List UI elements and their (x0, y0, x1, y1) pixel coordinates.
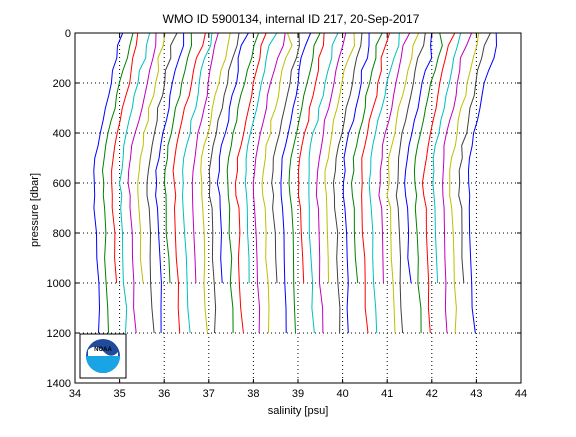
profile-line (386, 32, 420, 334)
x-tick-label: 34 (69, 388, 81, 400)
y-axis-label: pressure [dbar] (29, 173, 41, 247)
profile-line (297, 32, 325, 284)
logo-wave (86, 356, 120, 373)
profile-line (413, 32, 443, 334)
profile-line (404, 32, 433, 284)
x-tick-label: 44 (515, 388, 527, 400)
x-tick-label: 37 (203, 388, 215, 400)
y-tick-label: 0 (65, 28, 71, 40)
profile-line (442, 32, 473, 334)
profile-line (127, 32, 157, 334)
profile-line (342, 32, 370, 334)
y-tick-label: 400 (53, 128, 71, 140)
profile-line (368, 32, 400, 334)
profile-line (181, 32, 213, 334)
profile-line (467, 32, 498, 334)
profile-line (378, 32, 411, 284)
profile-line (101, 32, 134, 334)
profile-line (146, 32, 178, 334)
profile-line (361, 32, 391, 334)
profile-line (308, 32, 339, 334)
profiles (93, 32, 498, 334)
x-tick-label: 38 (247, 388, 259, 400)
profile-line (252, 32, 286, 334)
profile-line (244, 32, 278, 284)
x-tick-label: 39 (292, 388, 304, 400)
y-tick-label: 1400 (47, 378, 71, 390)
x-tick-label: 36 (158, 388, 170, 400)
x-axis-label: salinity [psu] (268, 405, 329, 417)
logo-bird (88, 346, 118, 356)
y-tick-label: 800 (53, 228, 71, 240)
profile-line (395, 32, 426, 334)
profile-line (226, 32, 260, 334)
y-tick-label: 200 (53, 78, 71, 90)
x-tick-label: 43 (470, 388, 482, 400)
y-tick-label: 1200 (47, 328, 71, 340)
profile-line (332, 32, 363, 334)
profile-line (449, 32, 480, 334)
y-tick-label: 600 (53, 178, 71, 190)
axis-ticks: 34 35 36 37 38 39 40 41 42 43 44 0 200 400 600 800 1000 1… (47, 28, 528, 400)
profile-line (163, 32, 193, 284)
chart-title: WMO ID 5900134, internal ID 217, 20-Sep-… (163, 12, 420, 26)
x-tick-label: 35 (113, 388, 125, 400)
y-tick-label: 1000 (47, 278, 71, 290)
logo-text: NOAA (94, 347, 112, 353)
profile-line (324, 32, 356, 284)
profile-line (261, 32, 293, 334)
profile-line (191, 32, 219, 284)
profile-line (234, 32, 267, 334)
profile-line (208, 32, 240, 334)
profile-line (155, 33, 185, 334)
profile-line (421, 32, 456, 334)
profile-line (315, 32, 347, 334)
profile-line (280, 32, 312, 334)
profile-line (288, 32, 321, 334)
profile-line (93, 32, 124, 334)
profile-line (458, 32, 491, 284)
noaa-logo: NOAA (79, 333, 127, 379)
profile-line (350, 32, 383, 284)
x-tick-label: 40 (336, 388, 348, 400)
profile-line (216, 32, 249, 284)
x-tick-label: 42 (426, 388, 438, 400)
profile-line (432, 32, 462, 284)
profile-line (172, 32, 206, 334)
x-tick-label: 41 (381, 388, 393, 400)
profile-line (111, 32, 139, 284)
profile-line (271, 32, 300, 284)
profile-line (118, 32, 151, 334)
profile-line (137, 32, 166, 284)
profile-line (200, 32, 231, 334)
